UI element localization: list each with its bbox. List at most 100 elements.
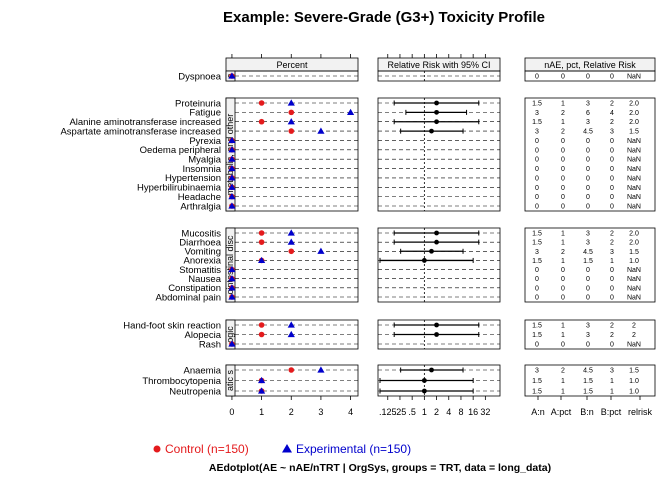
table-cell: 1.5 [583,378,593,385]
table-cell: 0 [535,157,539,164]
experimental-point [257,387,266,394]
experimental-point [287,330,295,338]
table-cell: 2 [610,332,614,339]
experimental-point [287,229,295,236]
table-cell: 1 [610,389,614,396]
experimental-point [287,238,295,245]
table-cell: 0 [586,138,590,145]
table-cell: 0 [610,147,614,154]
table-cell: 0 [561,74,565,81]
rr-tick-label: .25 [394,407,407,417]
table-cell: 0 [535,276,539,283]
table-cell: 2.0 [629,240,639,247]
table-cell: 4.5 [583,368,593,375]
table-panel-box [524,227,656,303]
table-cell: 0 [610,185,614,192]
table-cell: 2.0 [629,119,639,126]
control-point [258,230,265,236]
table-cell: 0 [586,185,590,192]
control-point [288,248,295,255]
table-cell: 0 [610,166,614,173]
table-cell: 3 [586,332,590,339]
table-cell: 1 [610,258,614,265]
table-cell: 1.5 [532,258,542,265]
table-cell: 0 [586,267,590,274]
table-cell: 2 [561,110,565,117]
control-point [288,367,295,373]
experimental-point [228,183,236,190]
table-cell: 2 [632,323,636,330]
rr-point [434,332,439,337]
experimental-point [228,340,236,347]
table-cell: 2 [561,129,565,136]
experimental-point [346,108,355,115]
experimental-point [257,376,266,384]
table-cell: 3 [586,231,590,238]
table-cell: 2.0 [629,101,639,108]
table-cell: 1.5 [629,129,639,136]
percent-tick-label: 4 [348,407,353,417]
rr-point [429,367,434,373]
percent-tick-label: 1 [259,407,264,417]
table-cell: 3 [586,119,590,126]
table-cell: NaN [627,185,641,192]
control-point [288,128,295,134]
ae-label: Pyrexia [189,136,221,147]
experimental-point [228,146,236,153]
table-cell: 1.0 [629,389,639,396]
percent-tick-label: 3 [318,407,323,417]
legend-control-symbol [153,445,161,453]
panel-header-table-label: nAE, pct, Relative Risk [544,60,636,70]
table-cell: 1 [561,258,565,265]
table-cell: NaN [627,276,641,283]
table-cell: 3 [535,368,539,375]
table-cell: 0 [535,166,539,173]
rr-tick-label: 1 [422,407,427,417]
table-cell: NaN [627,74,641,81]
table-cell: 0 [610,175,614,182]
strip-label-4: atic s [225,370,235,392]
table-cell: 1.0 [629,258,639,265]
legend-experimental-symbol [282,444,292,453]
experimental-point [228,284,236,291]
table-cell: 1.5 [629,249,639,256]
table-cell: 0 [561,204,565,211]
table-cell: 1 [561,240,565,247]
rr-point [434,230,439,236]
legend-control-label: Control (n=150) [165,442,249,456]
control-point [258,100,265,106]
strip-label-3: ogic [225,326,235,343]
table-cell: 2.0 [629,231,639,238]
ae-label: Rash [199,339,221,350]
ae-label: Vomiting [185,247,221,258]
experimental-point [287,99,295,106]
table-cell: 0 [535,185,539,192]
table-cell: 3 [610,368,614,375]
table-cell: 3 [535,249,539,256]
ae-label: Oedema peripheral [140,145,221,156]
table-cell: 1.5 [532,323,542,330]
rr-point [434,239,439,245]
control-point [258,322,265,328]
strip-label-2: ointestinal disc [225,235,235,295]
table-cell: 0 [586,147,590,154]
table-cell: 0 [610,138,614,145]
panel-area: Percent Relative Risk with 95% CI nAE, pct… [60,54,656,456]
table-cell: 2 [610,231,614,238]
table-cell: 3 [535,110,539,117]
experimental-point [228,275,236,282]
table-cell: 4.5 [583,129,593,136]
table-cell: NaN [627,157,641,164]
rr-point [434,119,439,125]
table-cell: 2 [632,332,636,339]
table-cell: 0 [535,342,539,349]
rr-tick-label: .5 [408,407,416,417]
experimental-point [287,118,295,125]
rr-tick-label: 8 [458,407,463,417]
table-cell: 0 [535,295,539,302]
ae-label: Abdominal pain [156,292,222,303]
table-cell: 0 [561,166,565,173]
table-cell: NaN [627,204,641,211]
table-cell: 0 [535,74,539,81]
